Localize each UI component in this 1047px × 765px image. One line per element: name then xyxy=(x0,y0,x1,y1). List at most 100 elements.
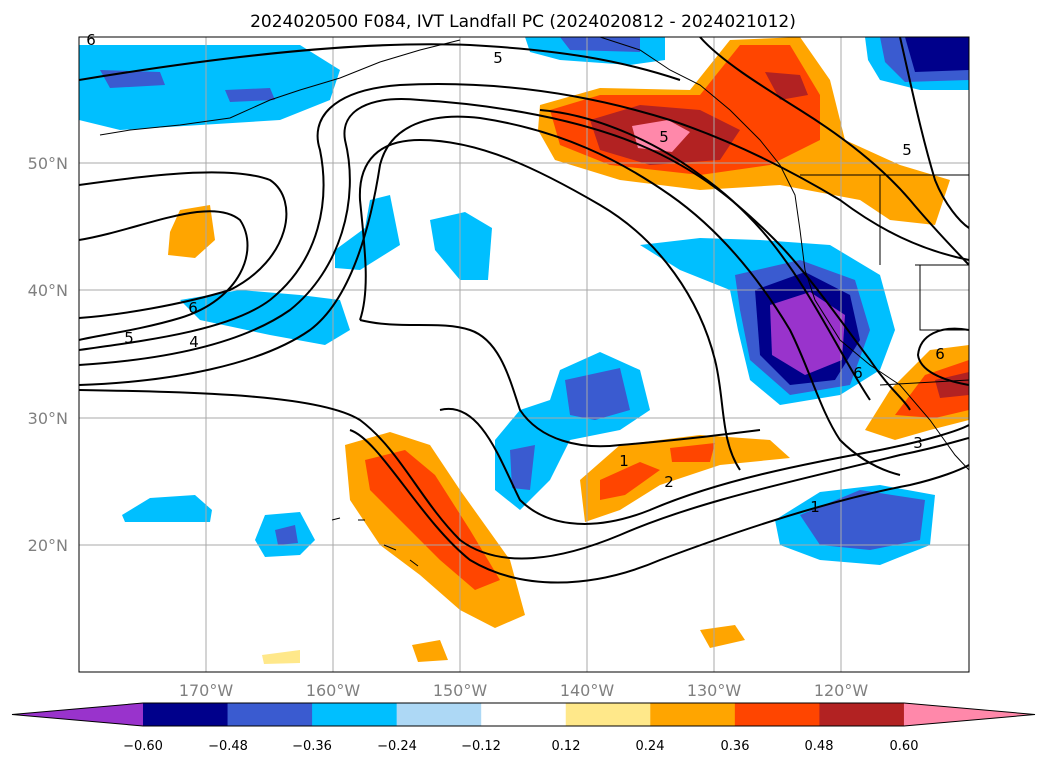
lat-label: 20°N xyxy=(28,536,68,555)
contour-line-3 xyxy=(79,210,249,341)
contour-line-5 xyxy=(79,98,911,411)
anomaly-positive-bc xyxy=(765,72,808,100)
colorbar-tick: 0.12 xyxy=(552,739,581,754)
colorbar-cell xyxy=(819,703,905,726)
colorbar-tick: 0.60 xyxy=(890,739,919,754)
contour-line-12 xyxy=(699,37,969,266)
latitude-labels: 50°N 40°N 30°N 20°N xyxy=(28,154,68,555)
contour-line-14 xyxy=(539,109,871,401)
anomaly-negative-california-max xyxy=(770,292,845,375)
longitude-labels: 170°W 160°W 150°W 140°W 130°W 120°W xyxy=(179,681,869,700)
colorbar-cell xyxy=(565,703,651,726)
anomaly-negative-small1 xyxy=(122,495,212,522)
map-frame xyxy=(78,36,970,673)
contour-label: 6 xyxy=(86,31,96,49)
coastline-hawaii xyxy=(331,517,419,567)
contour-line-6 xyxy=(79,115,901,476)
anomaly-negative-nw xyxy=(79,45,340,130)
anomaly-negative-subtropical-core2 xyxy=(510,445,535,490)
contour-line-1 xyxy=(79,43,681,81)
colorbar-outline xyxy=(11,702,1036,727)
colorbar-cell xyxy=(396,703,482,726)
contour-label: 5 xyxy=(124,329,134,347)
anomaly-positive-subtropical-mid2 xyxy=(670,443,715,462)
colorbar-extend-low xyxy=(12,703,143,726)
anomaly-positive-west xyxy=(168,205,215,258)
contour-label: 6 xyxy=(935,345,945,363)
contour-label: 5 xyxy=(493,49,503,67)
colorbar-tick: 0.48 xyxy=(805,739,834,754)
lon-label: 140°W xyxy=(560,681,615,700)
anomaly-positive-socal-mid xyxy=(895,360,969,418)
contour-label: 2 xyxy=(664,473,674,491)
anomaly-positive-small1 xyxy=(412,640,448,662)
anomaly-positive-subtropical-mid xyxy=(600,462,660,500)
colorbar-tick: −0.12 xyxy=(461,739,501,754)
colorbar-cell xyxy=(143,703,229,726)
colorbar-cell xyxy=(734,703,820,726)
anomaly-negative-nw-core2 xyxy=(225,88,275,102)
anomaly-negative-top-core xyxy=(560,37,640,52)
contour-line-8 xyxy=(359,319,761,448)
colorbar-tick: −0.24 xyxy=(377,739,417,754)
contour-lines xyxy=(79,37,969,584)
contour-label: 4 xyxy=(189,333,199,351)
gridlines xyxy=(79,37,969,672)
contour-line-10 xyxy=(439,407,969,525)
contour-label: 5 xyxy=(659,128,669,146)
contour-label: 1 xyxy=(810,498,820,516)
anomaly-positive-small2 xyxy=(700,625,745,648)
contour-label: 5 xyxy=(902,141,912,159)
coastline-north-america xyxy=(599,37,969,471)
anomaly-negative-ne-core2 xyxy=(905,37,969,72)
contour-label: 6 xyxy=(188,299,198,317)
contour-label: 3 xyxy=(913,434,923,452)
anomaly-positive-gulf-alaska-max xyxy=(632,120,690,152)
contour-line-4 xyxy=(79,83,969,351)
anomaly-negative-subtropical-core xyxy=(565,368,630,420)
anomaly-positive-subtropical xyxy=(580,435,790,522)
colorbar-extend-high xyxy=(903,703,1035,726)
contour-labels: 6 5 5 6 5 4 5 6 1 2 1 3 6 xyxy=(86,31,945,516)
map-title: 2024020500 F084, IVT Landfall PC (202402… xyxy=(250,12,796,32)
lat-label: 30°N xyxy=(28,409,68,428)
colorbar: −0.60 −0.48 −0.36 −0.24 −0.12 0.12 0.24 … xyxy=(11,702,1036,754)
lat-label: 40°N xyxy=(28,281,68,300)
colorbar-tick: 0.36 xyxy=(721,739,750,754)
colorbar-cell xyxy=(481,703,567,726)
coastlines xyxy=(99,37,969,567)
contour-line-7 xyxy=(358,138,741,471)
lat-label: 50°N xyxy=(28,154,68,173)
anomaly-negative-nw-core xyxy=(100,70,165,88)
lon-label: 120°W xyxy=(814,681,869,700)
colorbar-tick: −0.60 xyxy=(123,739,163,754)
contour-line-2 xyxy=(79,171,288,319)
border-state-lines xyxy=(879,175,969,331)
anomaly-negative-small2-core xyxy=(275,525,298,545)
contour-label: 6 xyxy=(853,364,863,382)
lon-label: 160°W xyxy=(306,681,361,700)
colorbar-cell xyxy=(650,703,736,726)
anomaly-positive-small3 xyxy=(262,650,300,664)
lon-label: 130°W xyxy=(687,681,742,700)
lon-label: 170°W xyxy=(179,681,234,700)
colorbar-cells xyxy=(11,702,1036,727)
colorbar-tick-labels: −0.60 −0.48 −0.36 −0.24 −0.12 0.12 0.24 … xyxy=(123,739,918,754)
lon-label: 150°W xyxy=(433,681,488,700)
colorbar-cell xyxy=(227,703,313,726)
anomaly-positive-hawaii-mid xyxy=(365,450,500,590)
map-panel: 6 5 5 6 5 4 5 6 1 2 1 3 6 xyxy=(78,31,970,673)
contour-label: 1 xyxy=(619,452,629,470)
colorbar-tick: −0.36 xyxy=(292,739,332,754)
colorbar-tick: −0.48 xyxy=(208,739,248,754)
anomaly-negative-central3 xyxy=(430,212,492,280)
contour-line-11 xyxy=(349,429,969,584)
anomaly-negative-southeast-core xyxy=(800,490,925,550)
contour-line-13 xyxy=(899,37,969,229)
anomaly-negative-central2 xyxy=(335,195,400,270)
contour-line-9 xyxy=(79,389,969,560)
contour-line-15 xyxy=(916,327,969,386)
colorbar-cell xyxy=(312,703,398,726)
colorbar-tick: 0.24 xyxy=(636,739,665,754)
